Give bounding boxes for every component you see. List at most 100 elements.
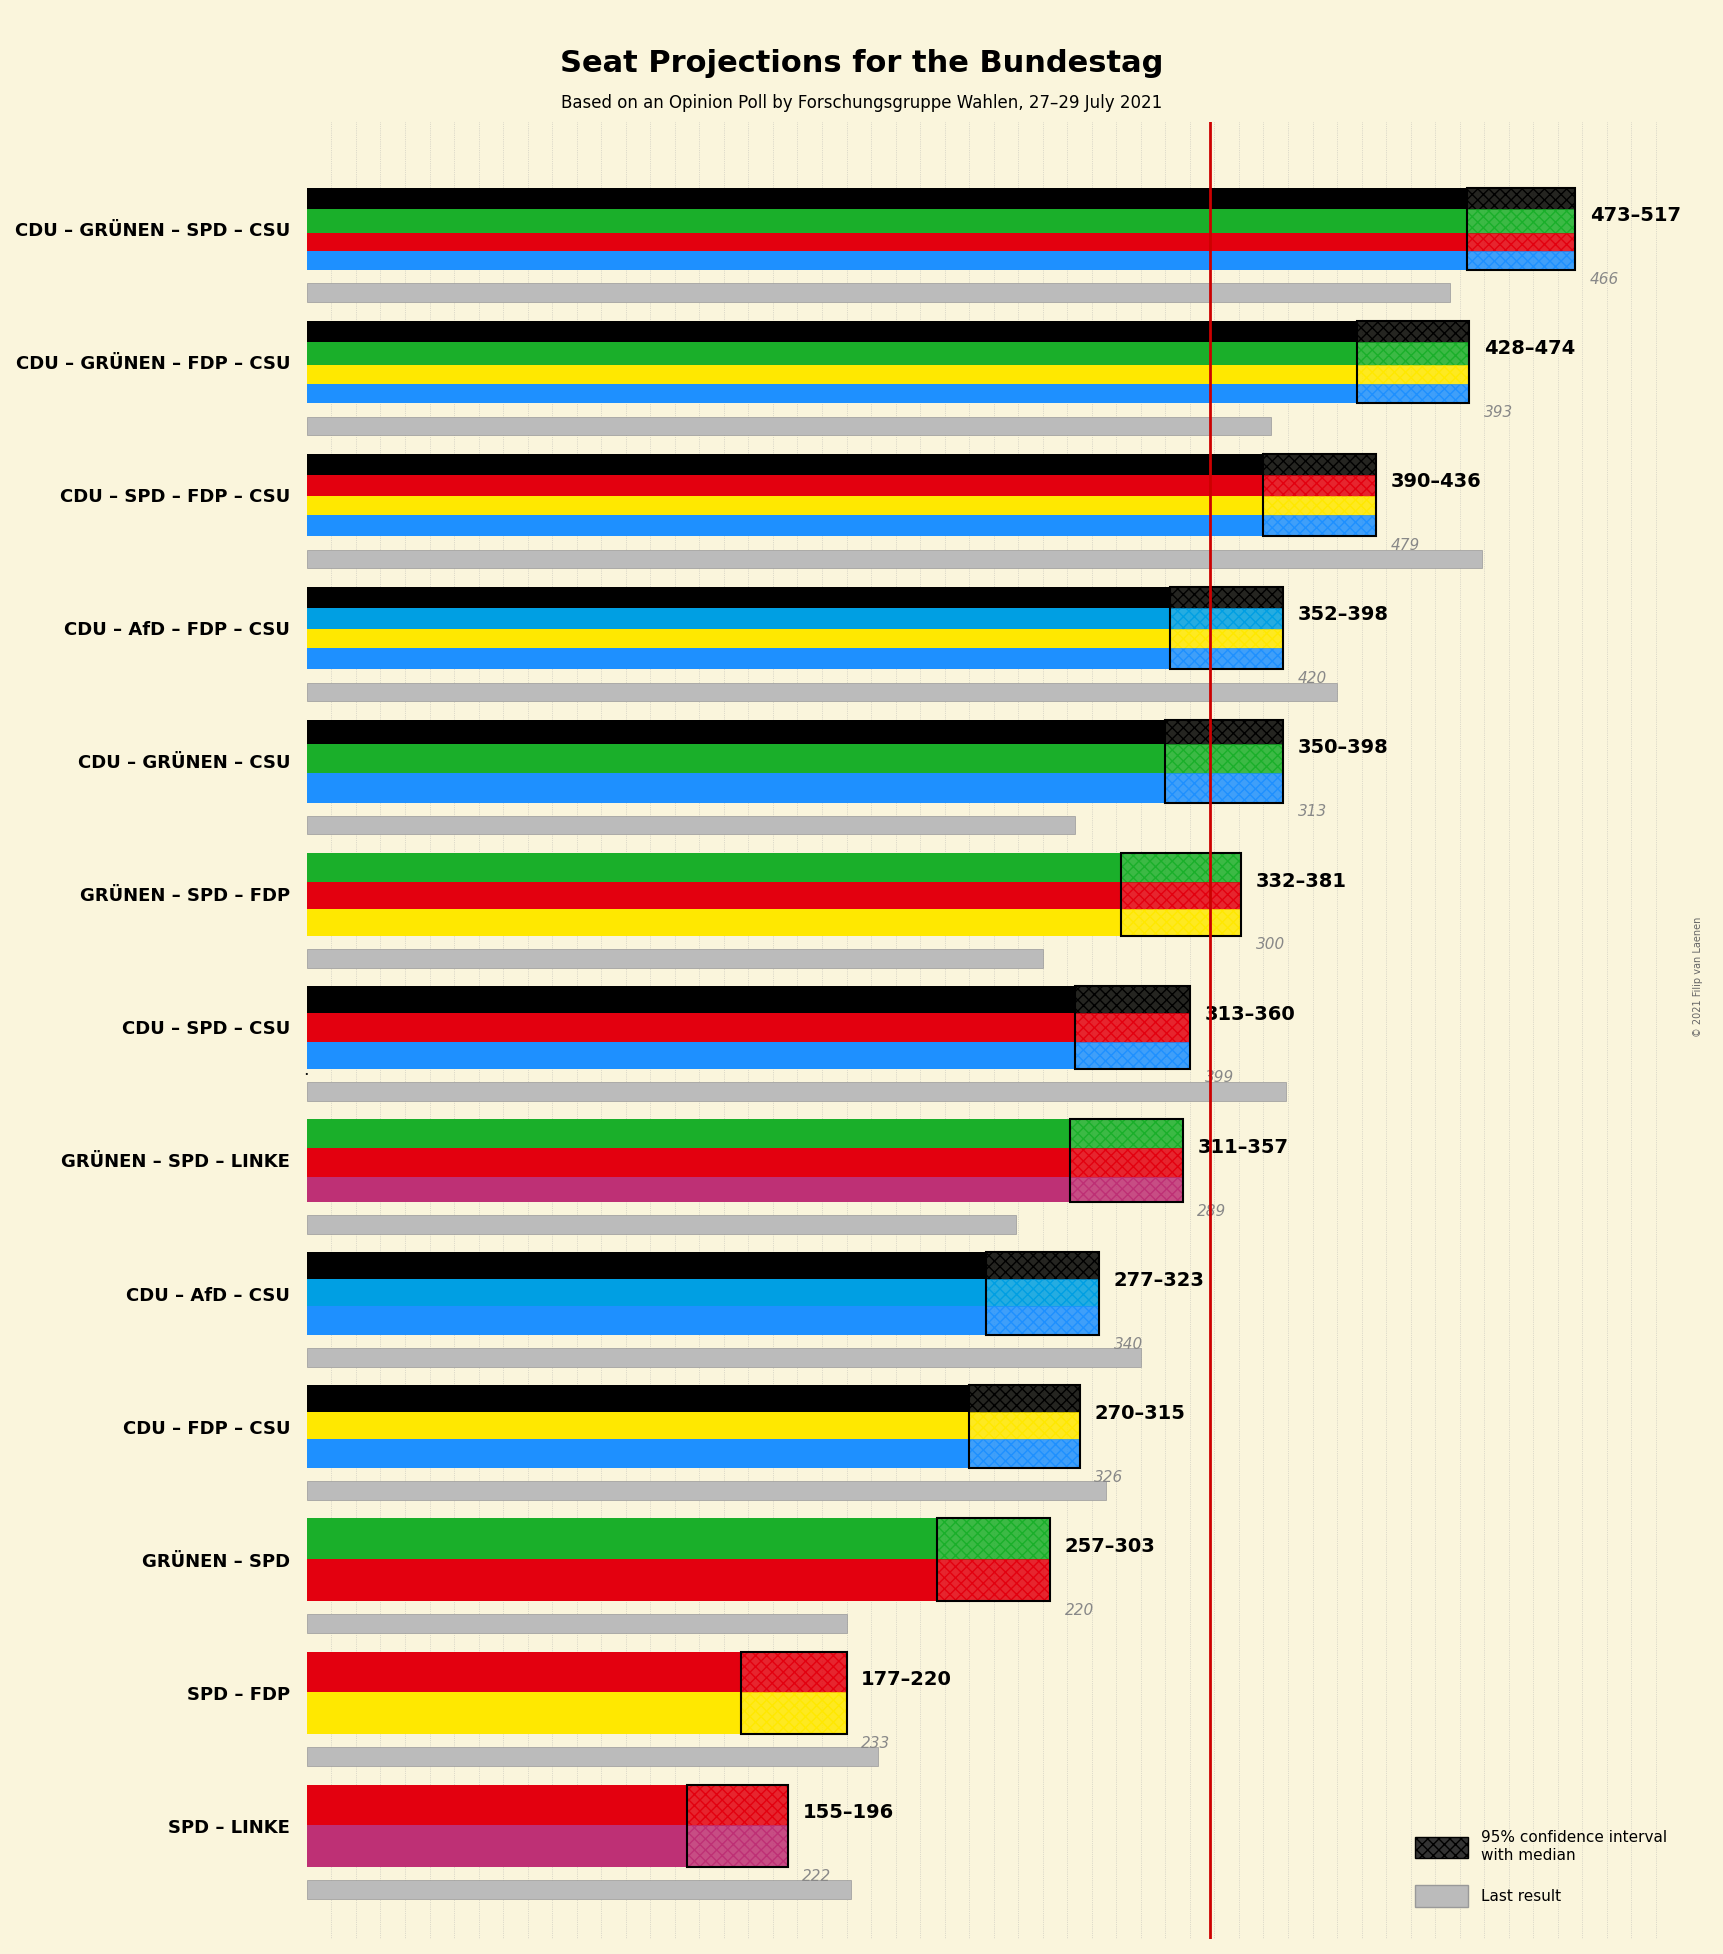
Bar [307,365,1356,385]
Text: 399: 399 [1204,1071,1234,1086]
Bar [1165,774,1282,803]
Bar [968,1438,1079,1467]
Bar [1073,987,1189,1069]
Bar [968,1411,1079,1438]
Bar [1120,854,1241,881]
Bar [687,1784,787,1825]
Bar [1068,1120,1182,1149]
Bar [307,475,1263,496]
Bar [307,1253,986,1278]
Bar [1120,909,1241,936]
Bar [1170,649,1282,670]
Bar [741,1692,846,1733]
Bar [687,1825,787,1868]
Bar [307,1014,1073,1041]
Text: 313: 313 [1297,805,1327,819]
Bar [307,1083,1285,1100]
Bar [307,209,1466,233]
Bar [307,250,1466,270]
Bar [986,1253,1099,1278]
Bar [307,817,1073,834]
Bar [307,342,1356,365]
Bar [307,1692,741,1733]
Text: 326: 326 [1094,1469,1123,1485]
Text: 220: 220 [1065,1602,1094,1618]
Text: 420: 420 [1297,672,1327,686]
Text: 155–196: 155–196 [801,1804,893,1821]
Bar [1466,233,1575,250]
Text: 466: 466 [1589,272,1618,287]
Bar [1068,1120,1182,1149]
Text: 479: 479 [1390,537,1420,553]
Bar [307,1348,1141,1366]
Bar [1068,1120,1182,1202]
Bar [937,1559,1049,1600]
Bar [1263,453,1375,475]
Bar [1170,586,1282,670]
Bar [307,283,1449,303]
Bar [1073,1014,1189,1041]
Bar [307,1825,687,1868]
Bar [1263,496,1375,516]
Bar [1170,586,1282,608]
Bar [1466,233,1575,250]
Bar [307,188,1466,209]
Bar [1263,453,1375,475]
Bar [741,1692,846,1733]
Bar [1170,608,1282,629]
Bar [307,385,1356,403]
Bar [1068,1149,1182,1178]
Bar [307,416,1270,436]
Bar [968,1385,1079,1411]
Bar [307,1614,846,1634]
Bar [937,1518,1049,1600]
Text: Seat Projections for the Bundestag: Seat Projections for the Bundestag [560,49,1163,78]
Bar [307,1305,986,1335]
Bar [307,909,1120,936]
Bar [1073,1014,1189,1041]
Bar [307,516,1263,535]
Text: 222: 222 [801,1868,830,1884]
Bar [1263,496,1375,516]
Text: 257–303: 257–303 [1065,1538,1154,1555]
Bar [1466,250,1575,270]
Bar [986,1278,1099,1305]
Bar [1263,475,1375,496]
Bar [307,496,1263,516]
Text: 233: 233 [862,1735,891,1751]
Bar [307,1120,1068,1149]
Bar [307,1559,937,1600]
Bar [1120,854,1241,936]
Bar [1466,209,1575,233]
Bar [307,453,1263,475]
Bar [968,1411,1079,1438]
Bar [1356,320,1468,403]
Bar [1120,881,1241,909]
Bar [1068,1149,1182,1178]
Bar [687,1784,787,1868]
Bar [986,1305,1099,1335]
Bar [986,1278,1099,1305]
Bar [968,1385,1079,1411]
Text: 313–360: 313–360 [1204,1004,1294,1024]
Bar [986,1253,1099,1278]
Bar [307,1518,937,1559]
Bar [1165,774,1282,803]
Text: 350–398: 350–398 [1297,739,1387,758]
Bar [1170,629,1282,649]
Bar [687,1825,787,1868]
Bar [307,881,1120,909]
Bar [307,1385,968,1411]
Bar [1356,320,1468,342]
Bar [307,1438,968,1467]
Bar [1073,1041,1189,1069]
Text: 277–323: 277–323 [1113,1270,1204,1290]
Bar [307,1747,879,1766]
Text: 332–381: 332–381 [1256,871,1346,891]
Bar [307,682,1337,701]
Bar [307,1481,1106,1501]
Text: 270–315: 270–315 [1094,1403,1184,1423]
Bar [307,854,1120,881]
Bar [1466,209,1575,233]
Bar [1356,342,1468,365]
